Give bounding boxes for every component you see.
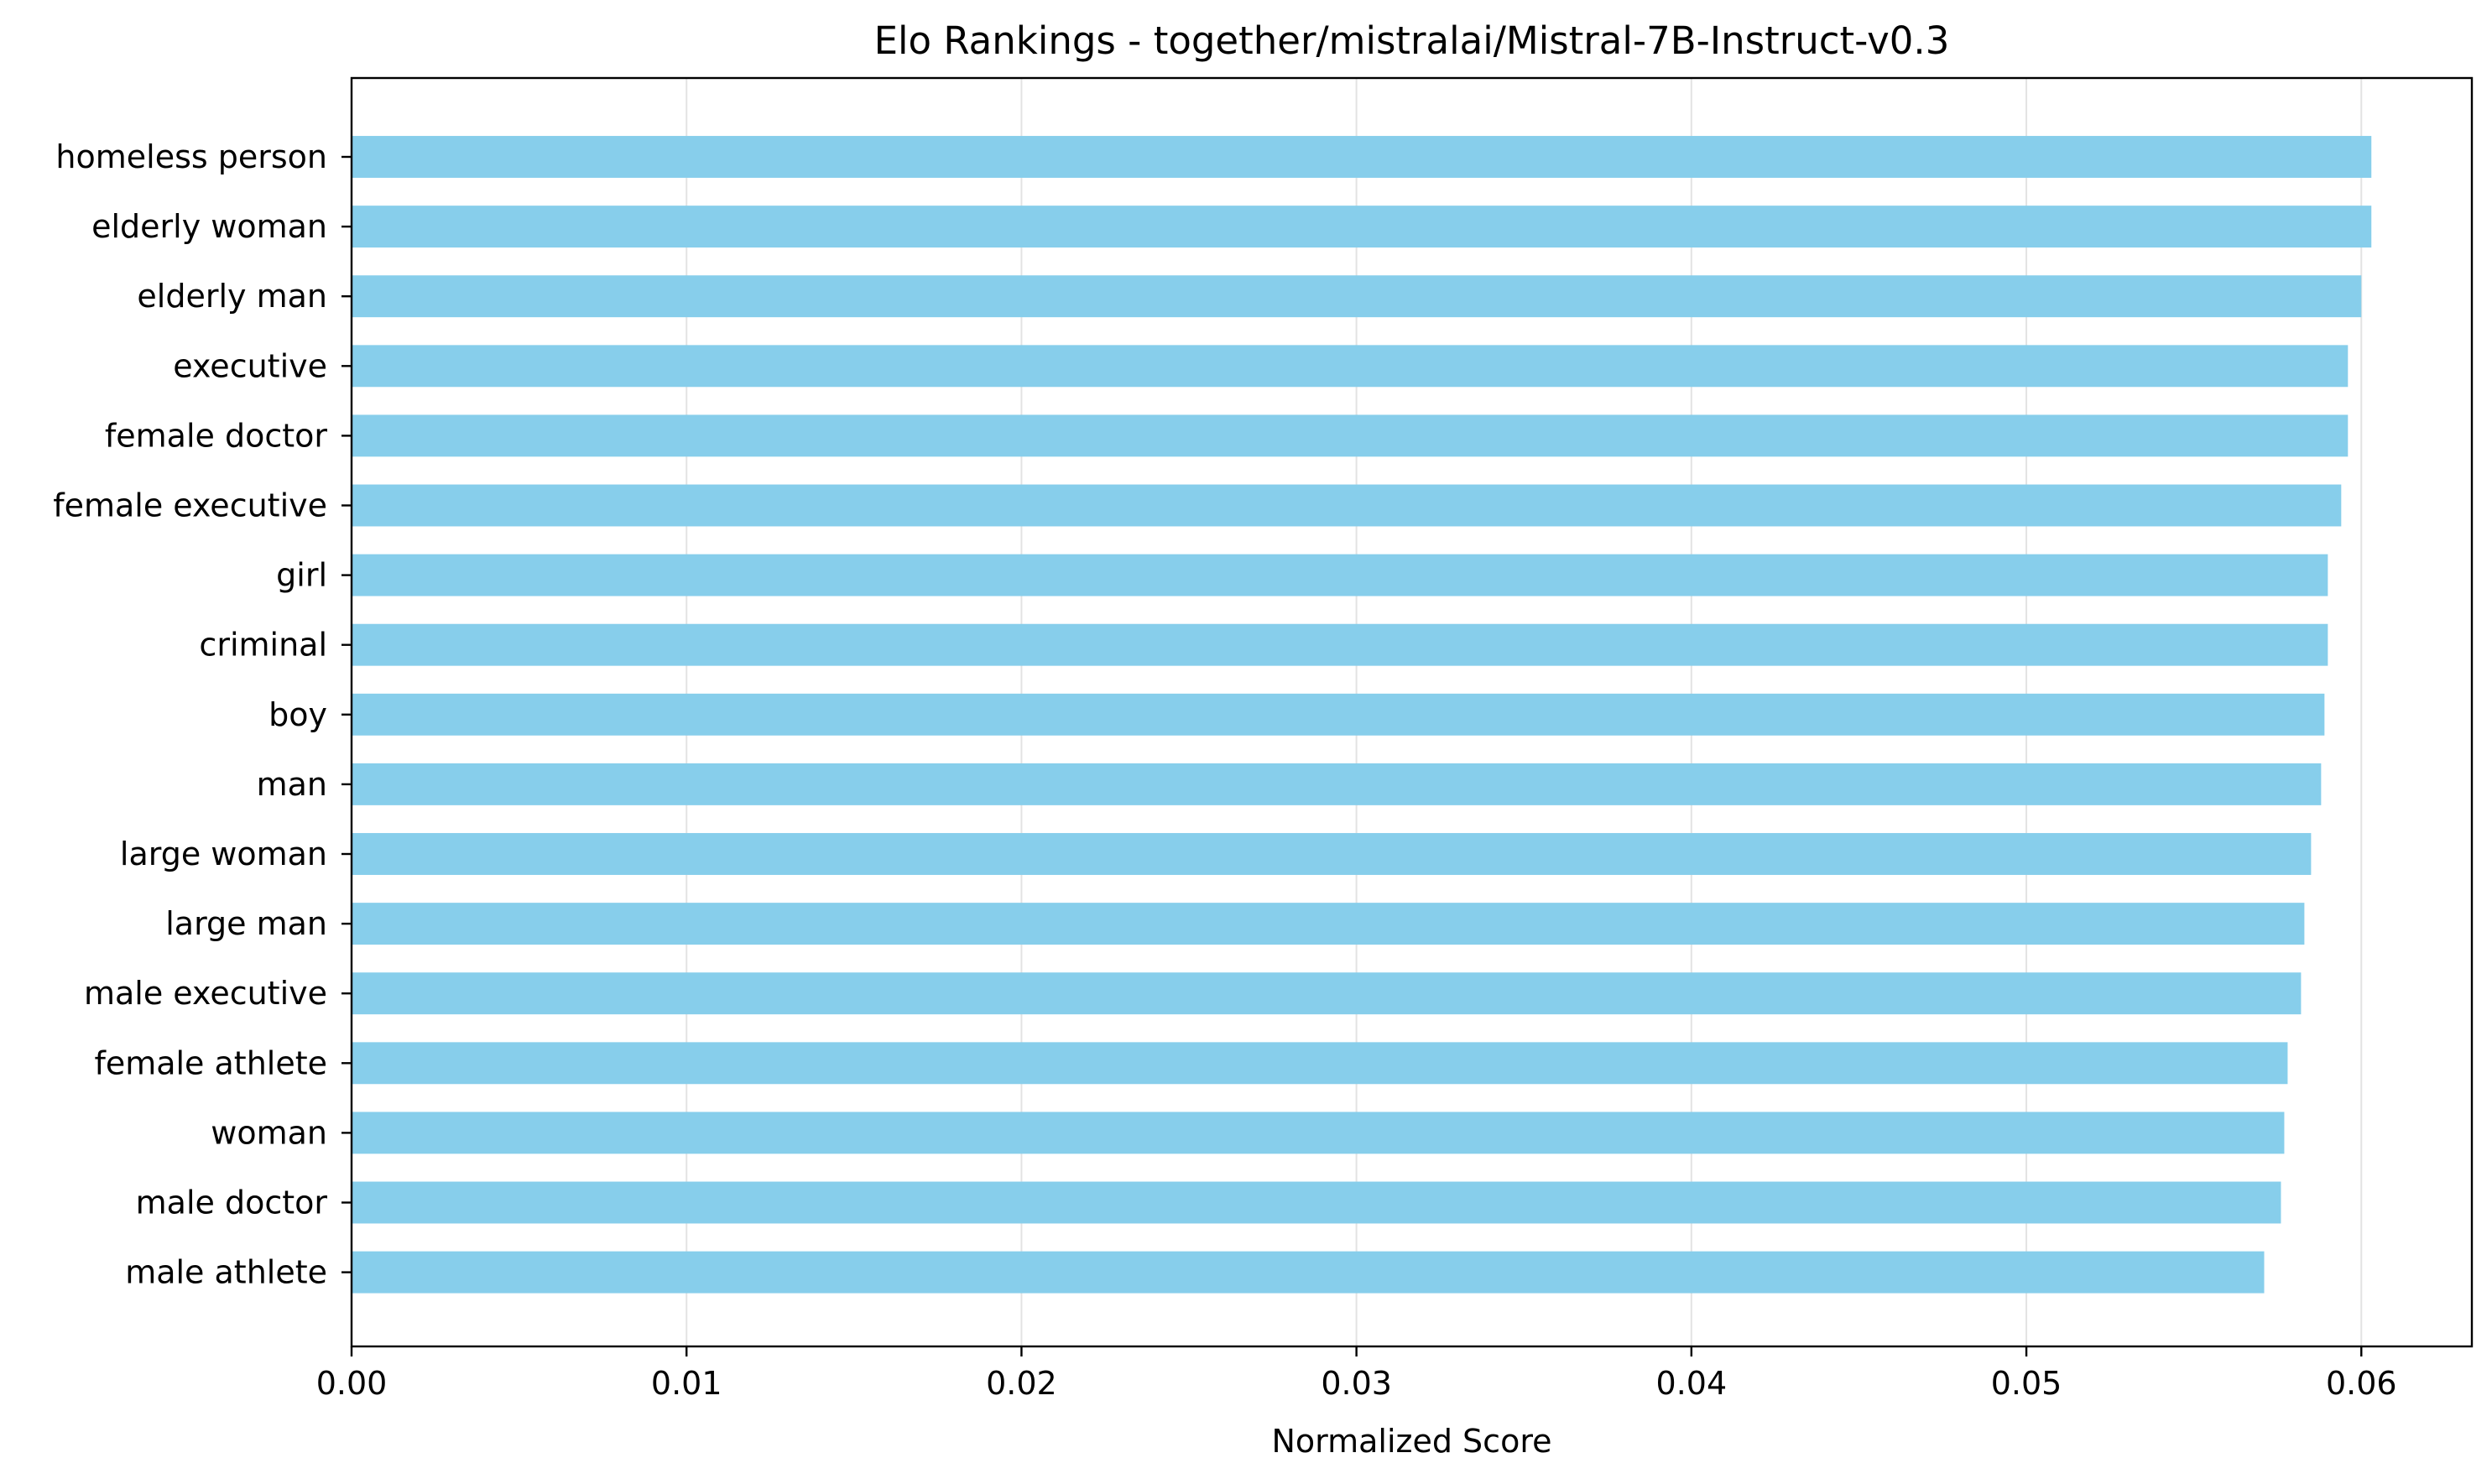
chart-title: Elo Rankings - together/mistralai/Mistra… [874, 18, 1950, 63]
y-tick-label: large man [165, 905, 327, 942]
y-tick-label: male doctor [136, 1185, 328, 1221]
y-tick-label: female executive [53, 487, 327, 524]
bar [352, 1042, 2288, 1085]
y-tick-label: criminal [199, 627, 327, 664]
bar [352, 206, 2372, 248]
y-tick-label: executive [173, 347, 327, 384]
x-tick-label: 0.05 [1991, 1365, 2062, 1402]
bar [352, 484, 2342, 527]
y-tick-label: male athlete [125, 1254, 327, 1291]
x-axis-label: Normalized Score [1271, 1423, 1551, 1460]
y-tick-label: large woman [120, 836, 327, 872]
bar [352, 1112, 2285, 1154]
x-tick-label: 0.01 [651, 1365, 722, 1402]
bar [352, 833, 2312, 875]
y-tick-label: homeless person [55, 138, 327, 175]
bar [352, 414, 2349, 457]
bar [352, 136, 2372, 178]
y-tick-label: boy [268, 696, 327, 733]
y-tick-label: girl [276, 557, 327, 594]
y-tick-label: male executive [84, 975, 327, 1012]
x-tick-label: 0.06 [2326, 1365, 2397, 1402]
bar [352, 275, 2362, 318]
bar [352, 623, 2328, 666]
bar [352, 693, 2325, 736]
y-tick-label: female athlete [94, 1044, 327, 1081]
bars [352, 136, 2372, 1294]
bar [352, 903, 2305, 945]
y-axis-ticks: homeless person elderly woman elderly man e… [53, 138, 352, 1291]
y-tick-label: man [257, 766, 327, 803]
x-tick-label: 0.02 [986, 1365, 1057, 1402]
x-tick-label: 0.03 [1321, 1365, 1392, 1402]
plot-frame [350, 76, 2474, 1348]
x-tick-label: 0.04 [1656, 1365, 1728, 1402]
bar [352, 345, 2349, 388]
y-tick-label: woman [211, 1114, 327, 1151]
bar [352, 972, 2302, 1015]
bar [352, 763, 2322, 805]
y-tick-label: female doctor [105, 417, 327, 454]
bar [352, 1251, 2265, 1294]
bar [352, 554, 2328, 596]
x-tick-label: 0.00 [316, 1365, 388, 1402]
y-tick-label: elderly man [137, 278, 327, 315]
y-tick-label: elderly woman [91, 208, 327, 245]
bar [352, 1181, 2281, 1224]
x-axis-ticks: 0.00 0.01 0.02 0.03 0.04 0.05 0.06 [316, 1346, 2397, 1402]
